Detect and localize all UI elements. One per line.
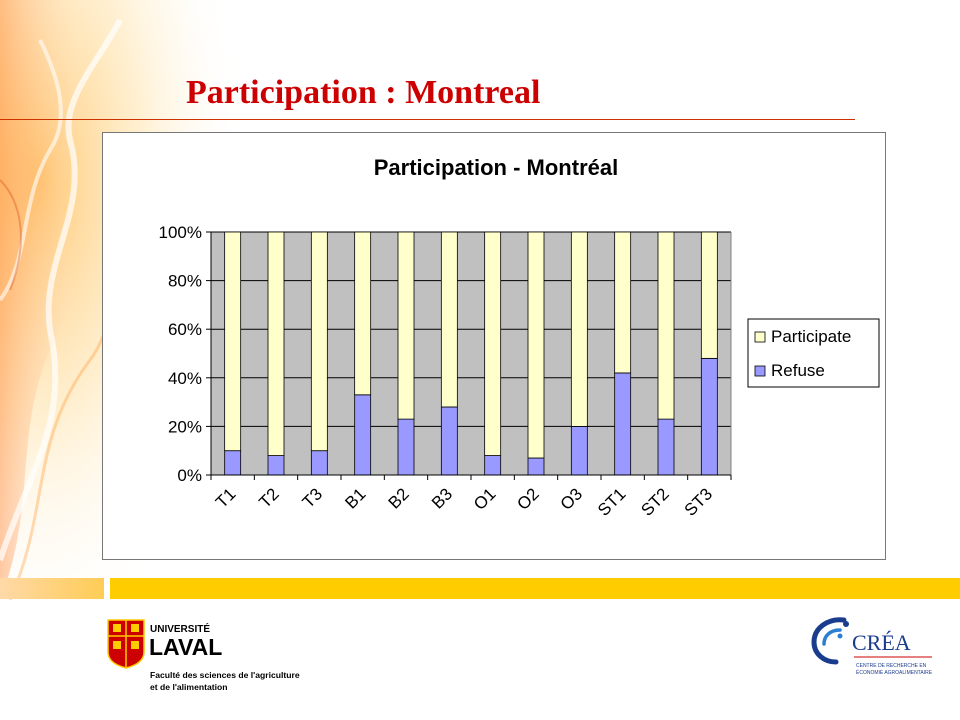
- laval-line4: et de l'alimentation: [150, 682, 228, 692]
- laval-line3: Faculté des sciences de l'agriculture: [150, 670, 300, 680]
- bar-participate-t3: [310, 231, 328, 452]
- chart-container: Participation - Montréal 0% 20% 40% 60% 80% 1…: [102, 132, 886, 560]
- legend-label-participate: Participate: [771, 327, 851, 346]
- laval-line2: LAVAL: [149, 634, 222, 660]
- x-tick-label: O2: [513, 484, 542, 513]
- bar-participate-b3: [440, 231, 458, 408]
- bar-refuse-t1: [224, 450, 242, 476]
- bar-refuse-b1: [354, 394, 372, 476]
- bar-refuse-st3: [700, 357, 718, 476]
- legend: Participate Refuse: [747, 318, 880, 388]
- bar-refuse-o1: [484, 455, 502, 476]
- bar-refuse-st2: [657, 418, 675, 476]
- y-tick-label: 100%: [159, 223, 202, 242]
- y-tick-label: 40%: [168, 369, 202, 388]
- x-tick-label: T1: [212, 484, 239, 511]
- chart-title: Participation - Montréal: [374, 155, 618, 180]
- laval-shield-icon: [107, 619, 145, 669]
- bar-participate-o3: [570, 231, 588, 427]
- bar-participate-o2: [527, 231, 545, 459]
- y-axis: 0% 20% 40% 60% 80% 100%: [159, 223, 732, 485]
- bar-participate-b1: [354, 231, 372, 396]
- footer-band-left: [0, 578, 104, 599]
- legend-box: [747, 318, 880, 388]
- crea-name: CRÉA: [852, 630, 911, 655]
- plot-area: [211, 232, 731, 475]
- laval-line1: UNIVERSITÉ: [150, 622, 210, 635]
- legend-swatch-participate: [754, 331, 766, 343]
- bar-refuse-st1: [614, 372, 632, 476]
- crea-logo: CRÉA CENTRE DE RECHERCHE EN ÉCONOMIE AGR…: [811, 617, 933, 676]
- legend-label-refuse: Refuse: [771, 361, 825, 380]
- y-tick-label: 80%: [168, 272, 202, 291]
- bar-refuse-b2: [397, 418, 415, 476]
- bar-participate-st1: [614, 231, 632, 374]
- bar-refuse-t3: [310, 450, 328, 476]
- bar-participate-b2: [397, 231, 415, 420]
- bar-participate-o1: [484, 231, 502, 456]
- x-tick-label: B3: [428, 484, 456, 512]
- x-tick-label: T3: [299, 484, 326, 511]
- y-tick-label: 0%: [177, 466, 202, 485]
- bar-refuse-t2: [267, 455, 285, 476]
- x-tick-label: B2: [385, 484, 413, 512]
- title-divider: [0, 119, 855, 120]
- x-tick-label: T2: [255, 484, 282, 511]
- bar-refuse-o3: [570, 425, 588, 476]
- bar-participate-t1: [224, 231, 242, 452]
- bars: [224, 231, 718, 476]
- bar-participate-st3: [700, 231, 718, 359]
- slide-title: Participation : Montreal: [186, 74, 541, 111]
- x-tick-label: ST3: [681, 484, 716, 519]
- y-tick-label: 20%: [168, 417, 202, 436]
- x-tick-label: ST1: [594, 484, 629, 519]
- bar-refuse-o2: [527, 457, 545, 476]
- x-tick-label: B1: [341, 484, 369, 512]
- crea-line1: CENTRE DE RECHERCHE EN: [856, 663, 927, 669]
- participation-chart: Participation - Montréal 0% 20% 40% 60% 80% 1…: [159, 155, 880, 520]
- crea-swirl-icon: [811, 617, 849, 665]
- x-tick-label: ST2: [637, 484, 672, 519]
- x-tick-label: O1: [470, 484, 499, 513]
- bar-refuse-b3: [440, 406, 458, 476]
- crea-line2: ÉCONOMIE AGROALIMENTAIRE: [856, 669, 933, 676]
- footer-band: [110, 578, 960, 599]
- bar-participate-t2: [267, 231, 285, 456]
- x-axis: T1 T2 T3 B1 B2 B3 O1 O2 O3 ST1 ST2 ST3: [210, 474, 732, 520]
- universite-laval-logo: UNIVERSITÉ LAVAL Faculté des sciences de…: [107, 619, 300, 692]
- bar-participate-st2: [657, 231, 675, 420]
- footer-band-gap: [104, 578, 110, 599]
- legend-swatch-refuse: [754, 365, 766, 377]
- y-tick-label: 60%: [168, 320, 202, 339]
- x-tick-label: O3: [557, 484, 586, 513]
